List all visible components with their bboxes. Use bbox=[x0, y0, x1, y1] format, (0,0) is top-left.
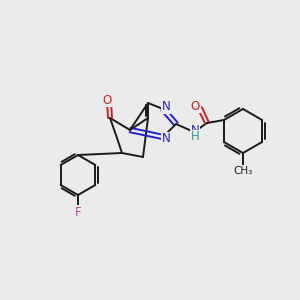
Text: F: F bbox=[75, 206, 81, 218]
Text: N: N bbox=[162, 133, 170, 146]
Text: H: H bbox=[190, 130, 200, 143]
Text: O: O bbox=[190, 100, 200, 112]
Text: N: N bbox=[162, 100, 170, 113]
Text: N: N bbox=[190, 124, 200, 136]
Text: CH₃: CH₃ bbox=[233, 166, 253, 176]
Text: O: O bbox=[102, 94, 112, 106]
